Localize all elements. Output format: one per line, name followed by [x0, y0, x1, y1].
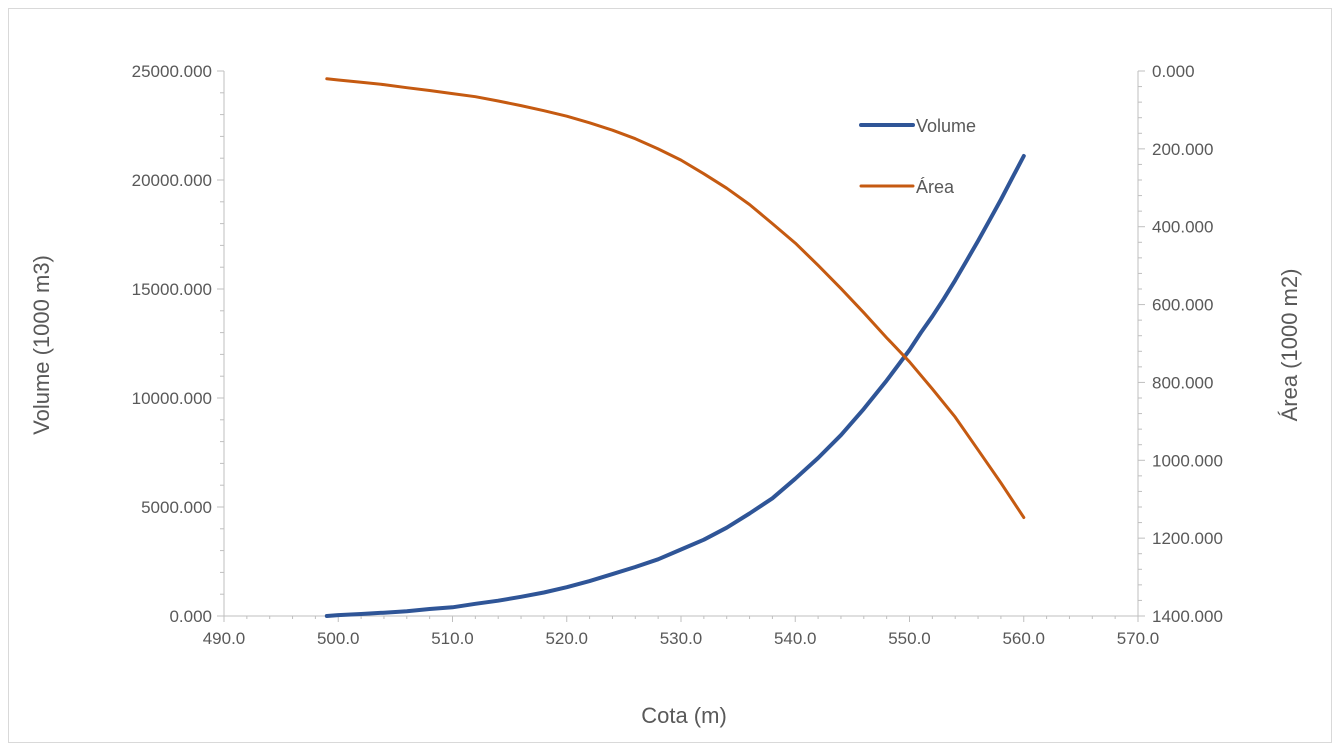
x-tick-label: 500.0	[317, 629, 360, 648]
y2-tick-label: 1000.000	[1152, 451, 1223, 470]
area-series-line	[325, 77, 1026, 519]
x-tick-label: 550.0	[888, 629, 931, 648]
x-tick-label: 560.0	[1002, 629, 1045, 648]
x-tick-label: 510.0	[431, 629, 474, 648]
volume-series-line	[324, 154, 1026, 618]
x-tick-label: 490.0	[203, 629, 246, 648]
legend-volume-label: Volume	[916, 116, 976, 136]
y2-tick-label: 800.000	[1152, 373, 1213, 392]
axes: 490.0 500.0 510.0 520.0 530.0 540.0 550.0 560.0…	[132, 62, 1223, 648]
y2-tick-label: 200.000	[1152, 140, 1213, 159]
legend: Volume Área	[859, 116, 976, 197]
y-axis-title: Volume (1000 m3)	[29, 255, 54, 435]
y2-tick-label: 600.000	[1152, 296, 1213, 315]
volume-area-chart: 490.0 500.0 510.0 520.0 530.0 540.0 550.0 560.0…	[29, 62, 1302, 728]
y2-tick-label: 1400.000	[1152, 607, 1223, 626]
legend-area-label: Área	[916, 177, 955, 197]
x-tick-label: 520.0	[545, 629, 588, 648]
y2-tick-label: 1200.000	[1152, 529, 1223, 548]
y-tick-label: 0.000	[169, 607, 212, 626]
y-tick-label: 25000.000	[132, 62, 212, 81]
series-lines	[324, 77, 1026, 618]
y-tick-label: 10000.000	[132, 389, 212, 408]
x-tick-label: 570.0	[1117, 629, 1160, 648]
y-tick-label: 15000.000	[132, 280, 212, 299]
x-axis-title: Cota (m)	[641, 703, 727, 728]
chart-area: 490.0 500.0 510.0 520.0 530.0 540.0 550.0 560.0…	[8, 8, 1332, 743]
y2-tick-label: 0.000	[1152, 62, 1195, 81]
y2-tick-label: 400.000	[1152, 218, 1213, 237]
y2-axis-title: Área (1000 m2)	[1277, 269, 1302, 422]
x-tick-label: 540.0	[774, 629, 817, 648]
y-tick-label: 20000.000	[132, 171, 212, 190]
x-tick-label: 530.0	[660, 629, 703, 648]
y-tick-label: 5000.000	[141, 498, 212, 517]
